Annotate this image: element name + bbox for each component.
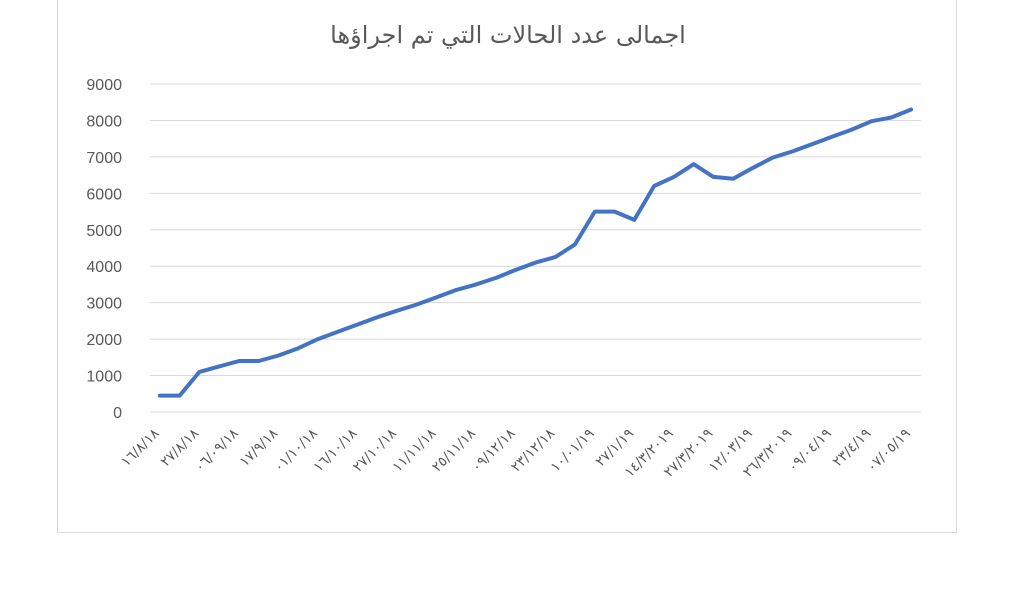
y-tick-label: 6000 bbox=[86, 186, 122, 203]
y-tick-label: 0 bbox=[113, 405, 122, 422]
y-axis: 0 1000 2000 3000 4000 5000 6000 7000 8000 9000 bbox=[86, 77, 122, 422]
chart-frame: اجمالى عدد الحالات التي تم اجراؤها 0 1000… bbox=[57, 0, 957, 533]
y-tick-label: 4000 bbox=[86, 259, 122, 276]
y-tick-label: 1000 bbox=[86, 369, 122, 386]
y-tick-label: 8000 bbox=[86, 113, 122, 130]
x-tick-label: ٠٧/٠٥/١٩ bbox=[864, 426, 914, 476]
x-tick-label: ١٦/٨/١٨ bbox=[118, 425, 163, 470]
x-tick-label: ٠٦/٠٩/١٨ bbox=[192, 425, 242, 475]
line-chart: اجمالى عدد الحالات التي تم اجراؤها 0 1000… bbox=[86, 21, 921, 481]
y-tick-label: 5000 bbox=[86, 223, 122, 240]
series-line bbox=[157, 107, 914, 398]
x-axis: ١٦/٨/١٨٢٧/٨/١٨٠٦/٠٩/١٨١٧/٩/١٨٠١/١٠/١٨١٦/… bbox=[118, 425, 914, 481]
x-tick-label: ١٠/٠١/١٩ bbox=[548, 426, 598, 476]
y-tick-label: 7000 bbox=[86, 150, 122, 167]
x-tick-label: ٠٩/٠٤/١٩ bbox=[785, 426, 835, 476]
series-group bbox=[157, 107, 914, 398]
y-tick-label: 2000 bbox=[86, 332, 122, 349]
gridlines bbox=[150, 83, 921, 413]
y-tick-label: 9000 bbox=[86, 77, 122, 94]
y-tick-label: 3000 bbox=[86, 296, 122, 313]
chart-title: اجمالى عدد الحالات التي تم اجراؤها bbox=[330, 21, 686, 49]
